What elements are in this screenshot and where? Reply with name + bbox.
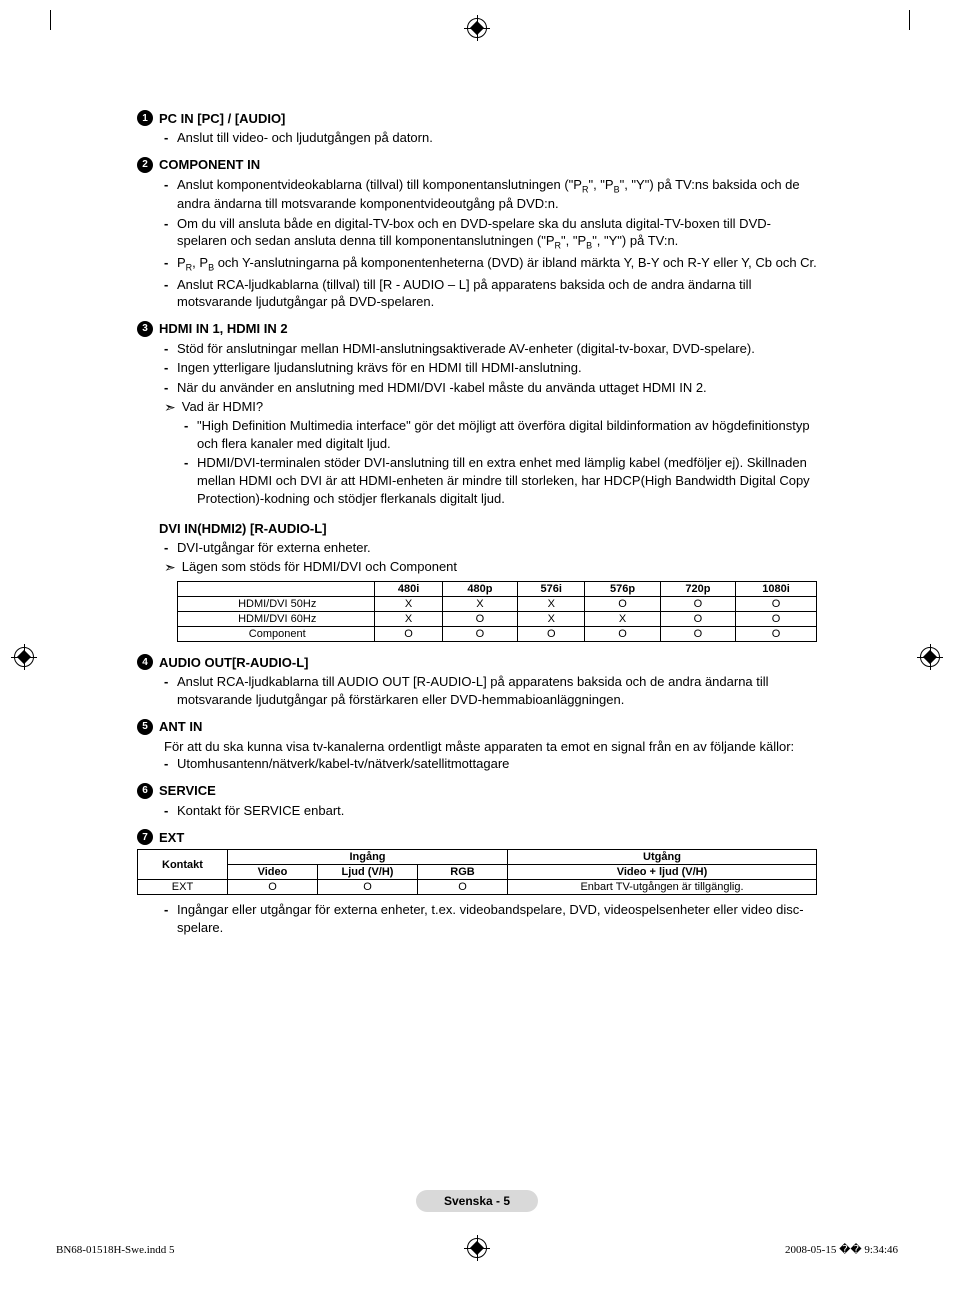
table-header: Ingång (228, 850, 508, 865)
table-cell: X (518, 612, 585, 627)
list-item: Anslut RCA-ljudkablarna till AUDIO OUT [… (177, 673, 817, 708)
table-header: Video + ljud (V/H) (508, 865, 817, 880)
table-header (178, 582, 375, 597)
table-header: 576p (585, 582, 660, 597)
table-cell: X (585, 612, 660, 627)
table-header: 576i (518, 582, 585, 597)
ext-table: Kontakt Ingång Utgång Video Ljud (V/H) R… (137, 849, 817, 895)
list-item: Utomhusantenn/nätverk/kabel-tv/nätverk/s… (177, 755, 817, 773)
note-text: Lägen som stöds för HDMI/DVI och Compone… (182, 559, 457, 574)
section-title-5: ANT IN (159, 719, 202, 734)
section-2: 2 COMPONENT IN Anslut komponentvideokabl… (137, 157, 817, 311)
list-item: När du använder en anslutning med HDMI/D… (177, 379, 817, 397)
section-4: 4 AUDIO OUT[R-AUDIO-L] Anslut RCA-ljudka… (137, 654, 817, 708)
table-cell: O (318, 880, 418, 895)
section-title-1: PC IN [PC] / [AUDIO] (159, 111, 285, 126)
list-item: DVI-utgångar för externa enheter. (177, 539, 817, 557)
table-row: Video Ljud (V/H) RGB Video + ljud (V/H) (138, 865, 817, 880)
note-arrow: ➣ Vad är HDMI? (137, 399, 817, 416)
table-cell: O (518, 627, 585, 642)
section-title-4: AUDIO OUT[R-AUDIO-L] (159, 655, 308, 670)
list-item: Ingen ytterligare ljudanslutning krävs f… (177, 359, 817, 377)
table-header: Ljud (V/H) (318, 865, 418, 880)
section-title-2: COMPONENT IN (159, 157, 260, 172)
subheading-dvi: DVI IN(HDMI2) [R-AUDIO-L] (137, 521, 817, 536)
note-arrow-2: ➣ Lägen som stöds för HDMI/DVI och Compo… (137, 559, 817, 576)
modes-table: 480i 480p 576i 576p 720p 1080i HDMI/DVI … (177, 581, 817, 642)
section-title-6: SERVICE (159, 783, 216, 798)
table-cell: O (736, 612, 817, 627)
table-header: RGB (418, 865, 508, 880)
table-cell: Enbart TV-utgången är tillgänglig. (508, 880, 817, 895)
table-row: HDMI/DVI 60Hz X O X X O O (178, 612, 817, 627)
section-5: 5 ANT IN För att du ska kunna visa tv-ka… (137, 719, 817, 773)
table-cell: X (375, 612, 442, 627)
table-cell: X (518, 597, 585, 612)
page-content: 1 PC IN [PC] / [AUDIO] Anslut till video… (137, 110, 817, 946)
table-cell: X (442, 597, 517, 612)
table-row: EXT O O O Enbart TV-utgången är tillgäng… (138, 880, 817, 895)
footer-timestamp: 2008-05-15 �� 9:34:46 (785, 1243, 898, 1256)
list-item: Anslut komponentvideokablarna (tillval) … (177, 176, 817, 213)
list-item: Anslut till video- och ljudutgången på d… (177, 129, 817, 147)
table-header: 480p (442, 582, 517, 597)
badge-2: 2 (137, 157, 153, 173)
section-1: 1 PC IN [PC] / [AUDIO] Anslut till video… (137, 110, 817, 147)
table-cell: EXT (138, 880, 228, 895)
table-header: 1080i (736, 582, 817, 597)
table-cell: O (660, 627, 735, 642)
badge-4: 4 (137, 654, 153, 670)
table-row: Kontakt Ingång Utgång (138, 850, 817, 865)
table-header: Video (228, 865, 318, 880)
table-header: Kontakt (138, 850, 228, 880)
section-7: 7 EXT Kontakt Ingång Utgång Video Ljud (… (137, 829, 817, 936)
table-cell: O (375, 627, 442, 642)
table-cell: O (736, 597, 817, 612)
table-header: 480i (375, 582, 442, 597)
badge-6: 6 (137, 783, 153, 799)
badge-5: 5 (137, 719, 153, 735)
footer-filename: BN68-01518H-Swe.indd 5 (56, 1244, 175, 1256)
table-cell: O (442, 627, 517, 642)
table-cell: O (585, 597, 660, 612)
list-item: Kontakt för SERVICE enbart. (177, 802, 817, 820)
page-footer-badge: Svenska - 5 (416, 1190, 538, 1212)
table-cell: O (660, 612, 735, 627)
list-item: "High Definition Multimedia interface" g… (197, 417, 817, 452)
table-cell: O (418, 880, 508, 895)
badge-3: 3 (137, 321, 153, 337)
list-item: HDMI/DVI-terminalen stöder DVI-anslutnin… (197, 454, 817, 507)
table-row: HDMI/DVI 50Hz X X X O O O (178, 597, 817, 612)
section-title-7: EXT (159, 830, 184, 845)
table-cell: O (442, 612, 517, 627)
note-text: Vad är HDMI? (182, 399, 263, 414)
table-row: Component O O O O O O (178, 627, 817, 642)
table-row: 480i 480p 576i 576p 720p 1080i (178, 582, 817, 597)
list-item: Ingångar eller utgångar för externa enhe… (177, 901, 817, 936)
table-cell: Component (178, 627, 375, 642)
table-cell: O (585, 627, 660, 642)
badge-7: 7 (137, 829, 153, 845)
arrow-icon: ➣ (164, 559, 176, 576)
plain-text: För att du ska kunna visa tv-kanalerna o… (137, 738, 817, 756)
table-cell: O (228, 880, 318, 895)
arrow-icon: ➣ (164, 399, 176, 416)
table-header: Utgång (508, 850, 817, 865)
list-item: PR, PB och Y-anslutningarna på komponent… (177, 254, 817, 274)
table-cell: HDMI/DVI 60Hz (178, 612, 375, 627)
table-cell: O (660, 597, 735, 612)
table-header: 720p (660, 582, 735, 597)
table-cell: HDMI/DVI 50Hz (178, 597, 375, 612)
list-item: Anslut RCA-ljudkablarna (tillval) till [… (177, 276, 817, 311)
section-3: 3 HDMI IN 1, HDMI IN 2 Stöd för anslutni… (137, 321, 817, 643)
table-cell: X (375, 597, 442, 612)
list-item: Om du vill ansluta både en digital-TV-bo… (177, 215, 817, 252)
section-6: 6 SERVICE Kontakt för SERVICE enbart. (137, 783, 817, 820)
badge-1: 1 (137, 110, 153, 126)
section-title-3: HDMI IN 1, HDMI IN 2 (159, 321, 288, 336)
table-cell: O (736, 627, 817, 642)
list-item: Stöd för anslutningar mellan HDMI-anslut… (177, 340, 817, 358)
